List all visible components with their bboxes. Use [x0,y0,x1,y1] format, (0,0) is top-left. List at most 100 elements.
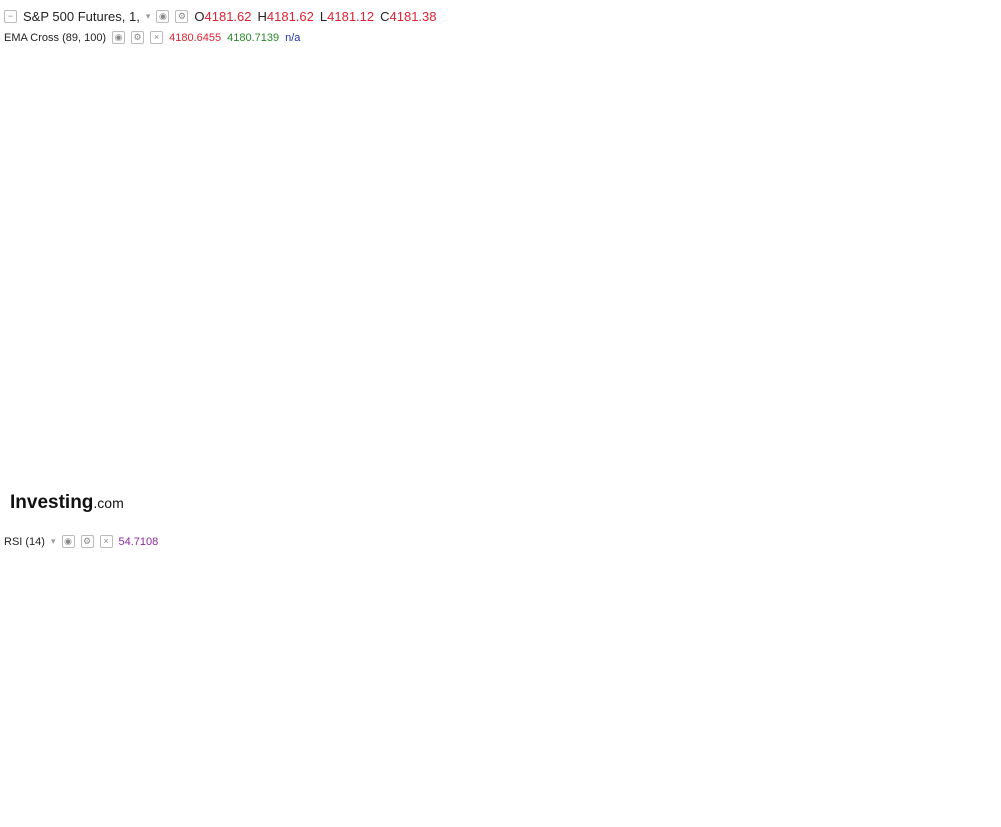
candle-body [47,293,50,326]
candle-body [117,242,120,279]
time-tick-label: 11:43 [548,814,573,825]
candle-body [283,229,286,243]
candle-body [588,424,591,434]
candle-body [264,189,267,212]
candle-body [749,307,752,310]
price-tick-label: 4177.00 [963,426,1000,437]
candle-body [98,318,101,327]
time-tick-label: 10:08 [195,814,220,825]
candle-body [218,96,221,116]
price-tick-label: 4187.00 [963,79,1000,90]
candle-body [805,250,808,256]
candle-body [24,299,27,314]
settings-icon[interactable]: ⚙ [175,10,189,23]
candle-body [611,470,614,493]
candle-body [643,356,646,381]
candle-body [375,177,378,179]
price-label-text: 4181.38 [961,276,998,287]
candle-body [227,90,230,95]
candle-body [786,279,789,299]
candle-body [810,255,813,259]
candle-body [348,179,351,184]
candle-body [768,283,771,297]
candle-body [592,424,595,440]
symbol-title: S&P 500 Futures, 1, [23,9,140,24]
candle-body [754,294,757,310]
ema-value-1: 4180.6455 [169,31,222,44]
price-label-text: 4182.45 [961,239,998,250]
chevron-down-icon[interactable]: ▾ [50,536,56,546]
highlight-box [790,238,830,256]
price-tick-label: 4180.00 [963,322,1000,333]
rsi-pane[interactable] [0,551,957,787]
ema-value-2: 4180.7139 [227,31,280,44]
ema-label: EMA Cross (89, 100) [4,31,107,44]
candle-body [597,439,600,457]
ema-cross-marker [57,305,67,315]
rsi-value-label-text: 54.7100 [961,650,998,661]
candle-body [149,84,152,109]
time-tick-label: 11:24 [477,814,502,825]
candle-body [708,342,711,351]
candle-body [357,186,360,193]
settings-icon[interactable]: ⚙ [131,31,145,44]
candle-body [287,215,290,230]
candle-body [33,312,36,326]
candle-body [800,250,803,259]
candle-body [380,177,383,184]
candle-body [361,177,364,187]
candle-body [657,320,660,341]
candle-body [421,223,424,232]
price-tick-label: 4183.00 [963,218,1000,229]
candle-body [61,316,64,353]
eye-icon[interactable]: ◉ [61,535,75,548]
candle-body [66,352,69,386]
price-label-box [958,236,1001,250]
candle-body [486,276,489,293]
close-label: C [380,9,390,24]
collapse-icon[interactable]: − [4,10,17,23]
candle-body [518,252,521,271]
candle-body [528,266,531,288]
candle-body [602,456,605,474]
time-tick-label: 11:05 [407,814,432,825]
price-tick-label: 4186.00 [963,114,1000,125]
candle-body [403,194,406,199]
price-tick-label: 4178.00 [963,392,1000,403]
candle-body [112,278,115,294]
candle-body [445,232,448,255]
candle-body [43,325,46,330]
eye-icon[interactable]: ◉ [156,10,170,23]
candle-body [311,190,314,207]
candle-body [671,341,674,353]
candle-body [560,395,563,399]
candle-body [542,317,545,325]
rsi-line [0,551,830,787]
candle-body [408,194,411,213]
close-icon[interactable]: × [150,31,164,44]
rsi-value: 54.7108 [118,535,159,548]
chevron-down-icon[interactable]: ▾ [145,11,151,21]
settings-icon[interactable]: ⚙ [80,535,94,548]
candle-body [389,180,392,191]
price-pane[interactable] [0,40,957,496]
ema-100-line [2,194,831,312]
ema-cross-marker [532,212,542,222]
close-icon[interactable]: × [99,535,113,548]
candle-body [52,269,55,294]
candle-body [204,85,207,94]
candle-body [639,380,642,387]
price-label-box [958,287,1001,301]
candle-body [712,342,715,348]
eye-icon[interactable]: ◉ [112,31,126,44]
candle-body [56,269,59,317]
candle-body [260,168,263,190]
candle-body [666,338,669,353]
candle-body [278,242,281,245]
candle-body [223,90,226,97]
candle-body [190,105,193,121]
candle-body [398,176,401,199]
price-label-text: 4183.82 [961,191,998,202]
